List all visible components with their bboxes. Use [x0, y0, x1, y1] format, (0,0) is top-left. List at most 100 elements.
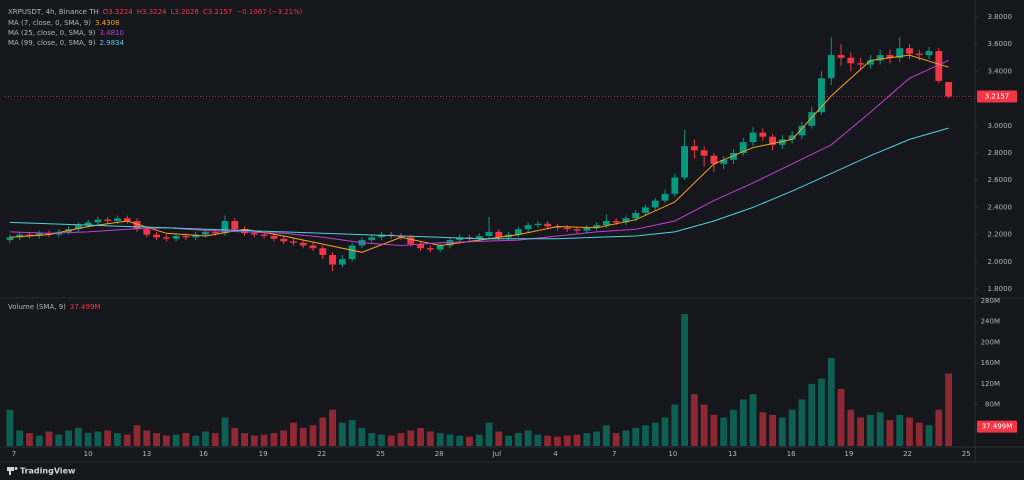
volume-bar — [133, 425, 141, 446]
tradingview-logo — [7, 467, 18, 475]
x-tick-label: 7 — [12, 450, 16, 458]
moving-average-line — [9, 54, 949, 253]
candle-body — [847, 57, 855, 64]
volume-bar — [700, 404, 708, 446]
ohlc-value: L3.2026 — [171, 8, 200, 16]
volume-bar — [573, 434, 581, 446]
candle-body — [563, 227, 571, 230]
candle-body — [368, 237, 376, 241]
volume-bar — [426, 431, 434, 446]
candle-body — [162, 237, 170, 239]
legend-entry: MA (99, close, 0, SMA, 9) — [8, 39, 96, 47]
volume-bar — [759, 412, 767, 446]
volume-bar — [260, 434, 268, 446]
volume-bar — [661, 417, 669, 446]
candle-body — [642, 207, 649, 213]
volume-bar — [16, 430, 24, 446]
candle-body — [74, 225, 82, 230]
y-tick-label: 3.8000 — [988, 13, 1013, 21]
last-price-box — [977, 90, 1017, 103]
volume-bar — [583, 433, 591, 446]
volume-bar — [143, 430, 151, 446]
volume-bar — [290, 422, 297, 446]
candle-body — [700, 150, 708, 156]
y-tick-label: 80M — [985, 401, 1000, 409]
legend-value: 3.4810 — [99, 29, 124, 37]
x-tick-label: 13 — [142, 450, 151, 458]
candle-body — [319, 248, 327, 256]
y-tick-label: 3.0000 — [988, 122, 1013, 130]
candle-body — [759, 132, 767, 137]
candle-body — [26, 234, 33, 236]
candle-body — [123, 218, 131, 222]
volume-bar — [270, 433, 278, 446]
volume-bar — [925, 425, 933, 446]
y-tick-label: 3.6000 — [988, 40, 1013, 48]
candle-body — [651, 200, 659, 208]
volume-bar — [55, 434, 63, 446]
volume-bar — [495, 431, 503, 446]
volume-bar — [681, 313, 689, 446]
volume-bar — [866, 414, 874, 446]
candle-body — [133, 221, 141, 230]
volume-bar — [876, 412, 884, 446]
volume-bar — [632, 427, 640, 446]
volume-bar — [563, 435, 571, 446]
candle-body — [407, 237, 415, 245]
candle-body — [35, 233, 43, 236]
x-tick-label: 19 — [259, 450, 268, 458]
candle-body — [671, 177, 679, 194]
volume-bar — [818, 378, 825, 446]
legend-entry: MA (7, close, 0, SMA, 9) — [8, 19, 91, 27]
volume-bar — [827, 357, 835, 446]
candle-body — [6, 237, 14, 241]
volume-bar — [172, 434, 180, 446]
volume-bar — [368, 433, 376, 446]
volume-bar — [720, 417, 728, 446]
volume-bar — [241, 433, 248, 446]
volume-bar — [407, 430, 415, 446]
candle-body — [661, 193, 669, 201]
volume-bar — [857, 417, 865, 446]
candle-body — [593, 225, 601, 228]
candle-body — [514, 229, 522, 235]
candle-body — [172, 235, 180, 239]
candle-body — [915, 53, 923, 56]
volume-bar — [250, 435, 258, 446]
candle-body — [554, 226, 561, 228]
volume-bar — [309, 425, 317, 446]
x-tick-label: 16 — [199, 450, 208, 458]
y-tick-label: 2.2000 — [988, 231, 1013, 239]
candle-body — [84, 222, 92, 226]
candle-body — [857, 63, 865, 65]
volume-sma-label: 37.499M — [982, 423, 1013, 431]
x-tick-label: 7 — [612, 450, 616, 458]
volume-bar — [192, 435, 200, 446]
volume-bar — [446, 434, 454, 446]
candle-body — [309, 245, 317, 249]
candle-body — [925, 50, 933, 56]
candle-body — [749, 132, 757, 143]
volume-bar — [387, 435, 395, 446]
volume-bar — [915, 422, 923, 446]
candle-body — [769, 136, 777, 145]
candle-body — [250, 233, 258, 235]
candle-body — [16, 234, 24, 238]
candle-body — [241, 229, 248, 234]
candle-body — [417, 244, 424, 249]
volume-bar — [896, 414, 904, 446]
volume-bar — [35, 435, 43, 446]
candle-body — [485, 231, 493, 236]
volume-bar — [475, 434, 483, 446]
volume-bar — [612, 433, 620, 446]
volume-bar — [397, 433, 405, 446]
candle-body — [397, 235, 405, 238]
volume-bar — [622, 430, 630, 446]
candle-body — [338, 259, 346, 265]
candle-body — [104, 219, 112, 222]
candle-body — [906, 48, 913, 54]
y-tick-label: 3.4000 — [988, 67, 1013, 75]
x-tick-label: 10 — [84, 450, 93, 458]
x-tick-label: 13 — [728, 450, 737, 458]
x-tick-label: 25 — [376, 450, 385, 458]
